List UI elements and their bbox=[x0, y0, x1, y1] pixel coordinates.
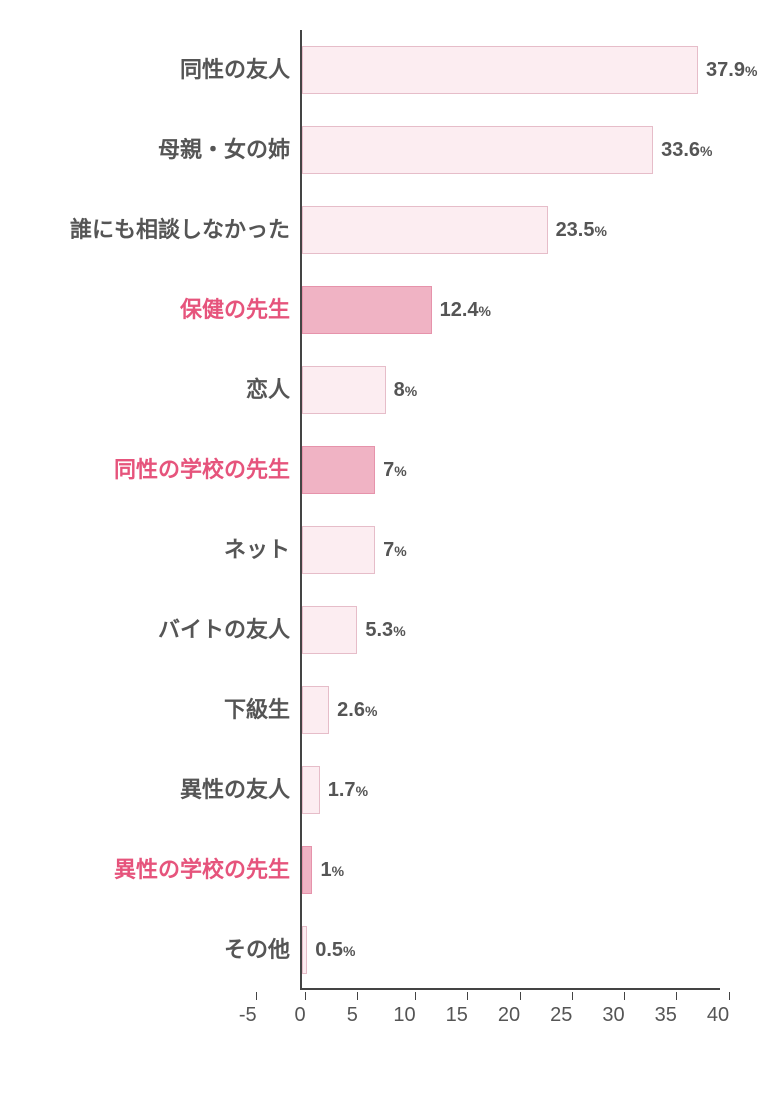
bar bbox=[302, 286, 432, 334]
category-label: 異性の友人 bbox=[20, 777, 290, 803]
x-tick-label: 40 bbox=[707, 1004, 729, 1027]
chart-row: 同性の学校の先生 7% bbox=[20, 430, 740, 510]
category-label: 下級生 bbox=[20, 697, 290, 723]
x-tick-label: 30 bbox=[602, 1004, 624, 1027]
x-tick: 5 bbox=[352, 992, 363, 1027]
category-label: 異性の学校の先生 bbox=[20, 857, 290, 883]
value-label: 12.4% bbox=[440, 299, 491, 322]
value-label: 1.7% bbox=[328, 779, 368, 802]
bar bbox=[302, 686, 329, 734]
value-label: 2.6% bbox=[337, 699, 377, 722]
x-tick: -5 bbox=[248, 992, 266, 1027]
category-label: バイトの友人 bbox=[20, 617, 290, 643]
bar bbox=[302, 446, 375, 494]
chart-row: 誰にも相談しなかった 23.5% bbox=[20, 190, 740, 270]
value-label: 23.5% bbox=[556, 219, 607, 242]
chart-row: 母親・女の姉 33.6% bbox=[20, 110, 740, 190]
bar bbox=[302, 766, 320, 814]
value-label: 7% bbox=[383, 459, 407, 482]
x-tick-label: 25 bbox=[550, 1004, 572, 1027]
x-tick: 15 bbox=[457, 992, 479, 1027]
value-label: 5.3% bbox=[365, 619, 405, 642]
bar bbox=[302, 206, 548, 254]
x-tick: 40 bbox=[718, 992, 740, 1027]
x-tick: 20 bbox=[509, 992, 531, 1027]
category-label: 母親・女の姉 bbox=[20, 137, 290, 163]
x-tick: 10 bbox=[405, 992, 427, 1027]
chart-row: 保健の先生 12.4% bbox=[20, 270, 740, 350]
x-tick: 30 bbox=[614, 992, 636, 1027]
x-tick-label: 15 bbox=[446, 1004, 468, 1027]
category-label: 同性の友人 bbox=[20, 57, 290, 83]
bar bbox=[302, 366, 386, 414]
value-label: 0.5% bbox=[315, 939, 355, 962]
bar bbox=[302, 606, 357, 654]
chart-row: 下級生 2.6% bbox=[20, 670, 740, 750]
bar bbox=[302, 846, 312, 894]
x-tick-label: -5 bbox=[239, 1004, 257, 1027]
chart-row: 同性の友人37.9% bbox=[20, 30, 740, 110]
value-label: 1% bbox=[320, 859, 344, 882]
category-label: その他 bbox=[20, 937, 290, 963]
bar bbox=[302, 926, 307, 974]
value-label: 37.9% bbox=[706, 59, 757, 82]
x-tick: 25 bbox=[561, 992, 583, 1027]
value-label: 7% bbox=[383, 539, 407, 562]
chart-row: バイトの友人 5.3% bbox=[20, 590, 740, 670]
category-label: 同性の学校の先生 bbox=[20, 457, 290, 483]
chart-row: ネット 7% bbox=[20, 510, 740, 590]
bar bbox=[302, 126, 653, 174]
bar-chart: 同性の友人37.9% 母親・女の姉 33.6% 誰にも相談しなかった 23.5% 保健の先… bbox=[20, 20, 740, 1070]
chart-row: 異性の友人 1.7% bbox=[20, 750, 740, 830]
category-label: 誰にも相談しなかった bbox=[20, 217, 290, 243]
x-tick-label: 20 bbox=[498, 1004, 520, 1027]
chart-row: 異性の学校の先生 1% bbox=[20, 830, 740, 910]
x-tick: 35 bbox=[666, 992, 688, 1027]
chart-row: その他 0.5% bbox=[20, 910, 740, 990]
value-label: 8% bbox=[394, 379, 418, 402]
x-tick-label: 0 bbox=[294, 1004, 305, 1027]
category-label: 保健の先生 bbox=[20, 297, 290, 323]
x-tick: 0 bbox=[300, 992, 311, 1027]
bar bbox=[302, 46, 698, 94]
bar bbox=[302, 526, 375, 574]
x-tick-label: 10 bbox=[393, 1004, 415, 1027]
category-label: ネット bbox=[20, 537, 290, 563]
x-tick-label: 35 bbox=[655, 1004, 677, 1027]
chart-row: 恋人 8% bbox=[20, 350, 740, 430]
x-tick-label: 5 bbox=[347, 1004, 358, 1027]
value-label: 33.6% bbox=[661, 139, 712, 162]
category-label: 恋人 bbox=[20, 377, 290, 403]
